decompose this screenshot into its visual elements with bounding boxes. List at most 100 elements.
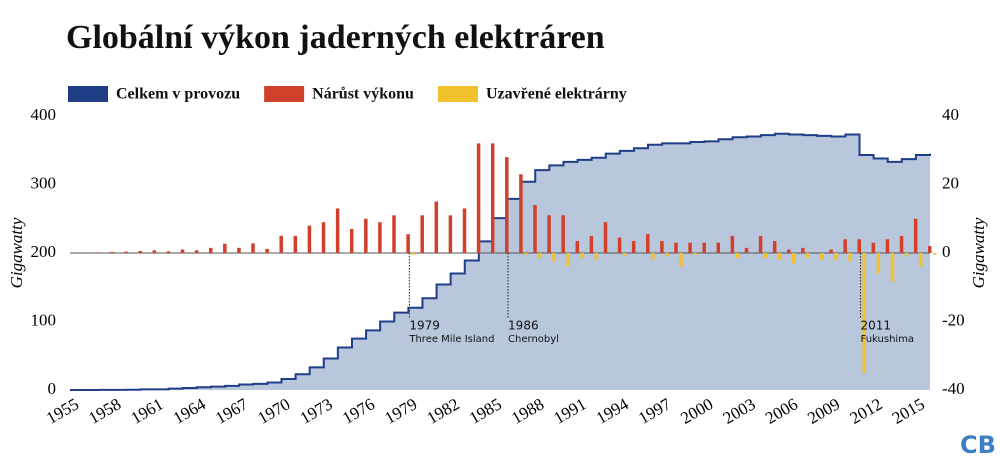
bar xyxy=(744,247,749,253)
bar xyxy=(420,215,424,253)
bar xyxy=(392,215,396,253)
bar xyxy=(787,249,791,253)
bar xyxy=(448,215,453,253)
capacity-area-fill xyxy=(70,133,930,390)
legend-label: Nárůst výkonu xyxy=(312,86,414,103)
bar xyxy=(505,157,509,253)
bar xyxy=(552,253,556,262)
bar xyxy=(307,225,312,253)
bar xyxy=(603,222,608,253)
y2-tick-label: -40 xyxy=(942,379,965,398)
legend-swatch xyxy=(437,86,478,102)
bar xyxy=(265,248,269,253)
chart-title: Globální výkon jaderných elektráren xyxy=(66,19,605,56)
bar xyxy=(876,253,881,274)
bar xyxy=(871,242,876,253)
bar xyxy=(524,253,528,255)
bar xyxy=(406,234,410,253)
x-tick-label: 1961 xyxy=(128,394,167,427)
bar xyxy=(806,253,810,259)
bar xyxy=(138,250,142,253)
bar xyxy=(110,251,114,253)
bar xyxy=(674,242,678,253)
bar xyxy=(665,253,669,257)
bar xyxy=(702,242,706,253)
bar xyxy=(617,237,622,253)
annotation-text: Fukushima xyxy=(861,334,915,345)
bar xyxy=(462,208,467,253)
bar xyxy=(829,249,833,253)
bar xyxy=(349,229,354,253)
x-tick-label: 1967 xyxy=(212,394,251,428)
bar xyxy=(519,174,523,253)
x-tick-label: 2012 xyxy=(847,394,886,427)
y-tick-label: 300 xyxy=(31,173,57,192)
bar xyxy=(622,253,627,256)
bar xyxy=(378,222,382,253)
annotation-text: Chernobyl xyxy=(508,334,559,345)
bar xyxy=(490,143,495,253)
x-tick-label: 1997 xyxy=(635,394,674,428)
legend-label: Celkem v provozu xyxy=(116,86,240,103)
annotation-year: 2011 xyxy=(861,319,892,333)
bar xyxy=(933,253,937,255)
bar xyxy=(735,253,740,259)
bar xyxy=(904,253,909,257)
bar xyxy=(918,253,923,267)
bar xyxy=(411,253,415,255)
y-tick-label: 100 xyxy=(31,310,57,329)
bar xyxy=(434,201,439,253)
bar xyxy=(834,253,838,260)
y2-tick-label: 0 xyxy=(942,242,951,261)
x-tick-label: 1991 xyxy=(551,394,590,427)
x-tick-label: 1955 xyxy=(43,394,82,427)
bar xyxy=(890,253,895,283)
y2-tick-label: 20 xyxy=(942,173,959,192)
bar xyxy=(820,253,824,260)
bar xyxy=(928,246,932,253)
bar xyxy=(223,243,227,253)
bar xyxy=(899,235,904,253)
bar xyxy=(96,252,100,253)
bar xyxy=(848,253,852,262)
y-tick-label: 200 xyxy=(31,242,57,261)
bar xyxy=(589,235,594,253)
annotation-year: 1986 xyxy=(508,319,539,333)
y2-axis-label: Gigawatty xyxy=(969,217,988,288)
bar xyxy=(293,235,298,253)
annotation-year: 1979 xyxy=(409,319,440,333)
bar xyxy=(124,251,128,253)
logo: CB xyxy=(960,431,996,459)
x-tick-label: 1979 xyxy=(381,394,420,427)
x-tick-label: 2000 xyxy=(677,394,716,427)
bar xyxy=(885,239,890,253)
bar xyxy=(279,235,283,253)
bar xyxy=(777,253,782,260)
annotation-text: Three Mile Island xyxy=(408,334,494,345)
bar xyxy=(862,253,867,373)
bar xyxy=(237,247,241,253)
bar xyxy=(730,235,735,253)
legend-swatch xyxy=(68,86,108,102)
bar xyxy=(538,253,542,259)
bar xyxy=(763,253,768,259)
x-tick-label: 1958 xyxy=(85,394,124,427)
x-tick-label: 1976 xyxy=(339,394,378,427)
bar xyxy=(688,242,692,253)
bar xyxy=(364,218,368,253)
bar xyxy=(801,247,805,253)
x-tick-label: 2015 xyxy=(889,394,928,427)
x-tick-label: 1964 xyxy=(170,394,209,428)
bar xyxy=(194,250,199,253)
bar xyxy=(792,253,796,264)
y2-tick-label: -20 xyxy=(942,310,965,329)
bar xyxy=(533,205,537,253)
x-tick-label: 1985 xyxy=(466,394,505,427)
bar xyxy=(166,251,171,253)
bar xyxy=(152,250,157,253)
bar xyxy=(660,241,664,253)
bar xyxy=(476,143,481,253)
bar xyxy=(679,253,683,267)
x-tick-label: 1982 xyxy=(424,394,463,427)
x-tick-label: 1994 xyxy=(593,394,632,428)
